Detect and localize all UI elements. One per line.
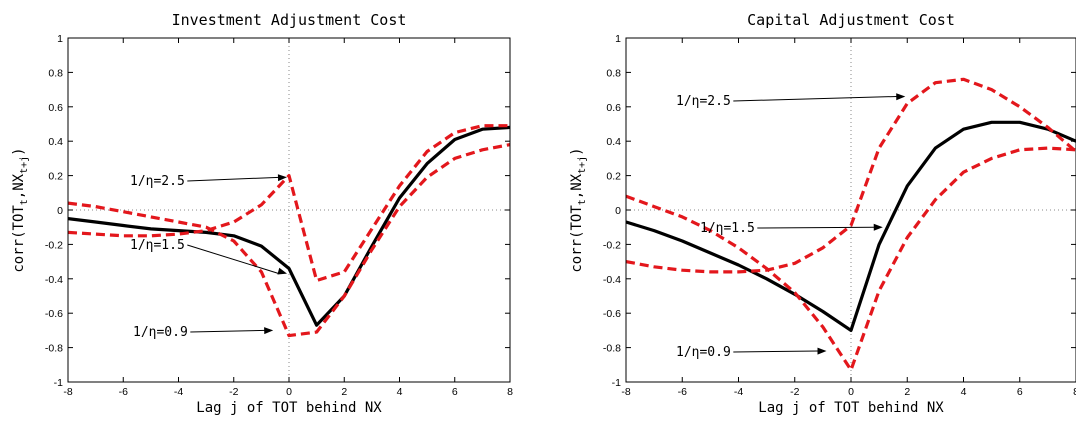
y-tick-label: 0.6 (606, 102, 621, 114)
y-label-end: ) (569, 147, 585, 155)
annotation-arrow-line (187, 244, 280, 275)
x-tick-label: 0 (286, 386, 292, 398)
annotation-arrow-line (757, 226, 875, 229)
y-tick-label: 0.6 (48, 102, 63, 114)
chart-title: Capital Adjustment Cost (747, 11, 955, 29)
x-tick-label: -6 (678, 386, 687, 398)
annotation-arrow-line (733, 95, 898, 102)
annotation-arrow-line (733, 350, 819, 353)
series-group (626, 77, 1076, 372)
y-label-mid: ,NX (569, 173, 585, 199)
x-tick-label: -2 (229, 386, 238, 398)
y-label-end: ) (11, 147, 27, 155)
y-tick-label: -0.2 (45, 239, 63, 251)
annotation-label: 1/η=1.5 (700, 221, 755, 236)
x-tick-label: -8 (63, 386, 72, 398)
y-tick-label: -0.8 (603, 343, 621, 355)
y-tick-label: 0.2 (606, 171, 621, 183)
y-tick-label: 0.4 (606, 136, 621, 148)
annotation-label: 1/η=2.5 (130, 174, 185, 189)
x-tick-label: -4 (734, 386, 743, 398)
y-tick-label: 0.4 (48, 136, 63, 148)
chart-panel-2: Capital Adjustment Cost -8 -6 -4 -2 0 2 4 6 8 -1 -0… (569, 11, 1076, 416)
x-tick-label: -6 (119, 386, 128, 398)
x-axis-label: Lag j of TOT behind NX (196, 400, 382, 416)
arrowhead-icon (817, 347, 827, 355)
annotation-label: 1/η=0.9 (676, 345, 731, 360)
arrowhead-icon (264, 327, 274, 335)
x-tick-label: 2 (341, 386, 347, 398)
x-tick-label: 6 (1017, 386, 1023, 398)
series-line-1 (626, 120, 1076, 332)
y-tick-label: -0.4 (45, 274, 63, 286)
x-tick-label: 4 (397, 386, 403, 398)
y-tick-label: 0.8 (606, 67, 621, 79)
arrowhead-icon (277, 267, 287, 275)
y-tick-label: -0.8 (45, 343, 63, 355)
chart-panel-1: Investment Adjustment Cost -8 -6 -4 -2 0 2 4 6 8 -… (11, 11, 513, 416)
x-tick-label: 0 (848, 386, 854, 398)
y-tick-label: 0.8 (48, 67, 63, 79)
y-label-sub1: t (577, 199, 588, 205)
x-tick-label: 6 (452, 386, 458, 398)
annotation-label: 1/η=2.5 (676, 94, 731, 109)
y-tick-label: -0.6 (603, 308, 621, 320)
y-axis-label: corr(TOTt,NXt+j) (11, 147, 30, 272)
y-label-sub2: t+j (19, 156, 30, 174)
x-tick-label: 8 (1073, 386, 1076, 398)
y-tick-label: -1 (612, 377, 621, 389)
series-line-3 (626, 146, 1076, 372)
y-axis-label: corr(TOTt,NXt+j) (569, 147, 588, 272)
y-tick-label: 1 (57, 33, 63, 45)
x-tick-label: 2 (904, 386, 910, 398)
series-line-1 (68, 125, 510, 327)
y-tick-label: -1 (54, 377, 63, 389)
y-tick-label: 0 (57, 205, 63, 217)
annotation-arrow-line (190, 329, 266, 333)
y-tick-label: 1 (615, 33, 621, 45)
arrowhead-icon (277, 174, 287, 182)
arrowhead-icon (896, 93, 906, 101)
arrowhead-icon (873, 223, 883, 231)
x-tick-label: -2 (790, 386, 799, 398)
series-line-3 (68, 143, 510, 338)
y-tick-label: -0.2 (603, 239, 621, 251)
y-label-sub1: t (19, 199, 30, 205)
series-line-2 (68, 124, 510, 283)
x-tick-label: 4 (961, 386, 967, 398)
y-tick-label: 0 (615, 205, 621, 217)
y-label-sub2: t+j (577, 156, 588, 174)
y-tick-label: -0.4 (603, 274, 621, 286)
y-label-main: corr(TOT (569, 205, 585, 273)
x-axis-label: Lag j of TOT behind NX (758, 400, 944, 416)
y-tick-label: -0.6 (45, 308, 63, 320)
y-label-mid: ,NX (11, 173, 27, 199)
y-label-main: corr(TOT (11, 205, 27, 273)
x-tick-label: -4 (174, 386, 183, 398)
x-tick-label: -8 (621, 386, 630, 398)
x-tick-label: 8 (507, 386, 513, 398)
y-tick-label: 0.2 (48, 171, 63, 183)
series-group (68, 124, 510, 338)
annotation-arrow-line (187, 176, 280, 182)
annotation-label: 1/η=0.9 (133, 325, 188, 340)
chart-title: Investment Adjustment Cost (172, 11, 407, 29)
annotation-label: 1/η=1.5 (130, 238, 185, 253)
series-line-2 (626, 77, 1076, 274)
